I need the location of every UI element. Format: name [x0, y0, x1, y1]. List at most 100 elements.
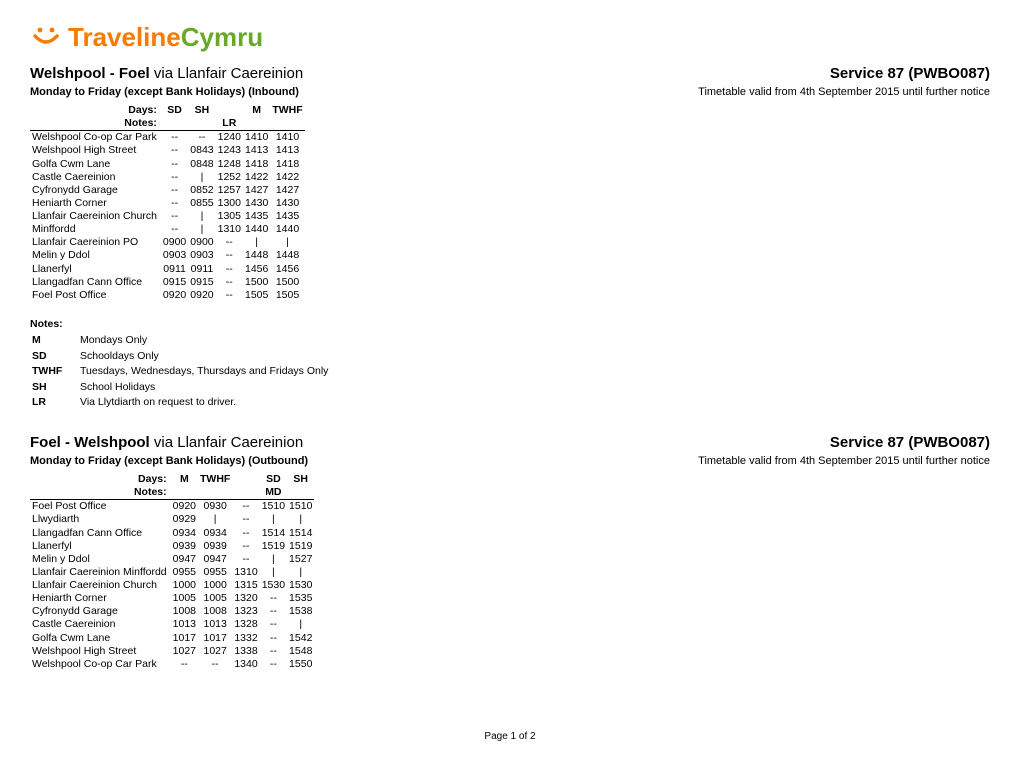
time-cell: 1519 — [287, 540, 314, 553]
stop-name: Foel Post Office — [30, 289, 161, 302]
stop-name: Llangadfan Cann Office — [30, 276, 161, 289]
day-code — [232, 473, 259, 486]
time-cell: -- — [232, 553, 259, 566]
time-cell: 1427 — [270, 184, 304, 197]
time-cell: 1548 — [287, 645, 314, 658]
note-text: School Holidays — [80, 381, 334, 395]
table-row: Welshpool Co-op Car Park----124014101410 — [30, 131, 305, 145]
time-cell: 1440 — [243, 223, 270, 236]
time-cell: 1448 — [270, 249, 304, 262]
time-cell: 1017 — [171, 632, 198, 645]
page-footer: Page 1 of 2 — [30, 731, 990, 742]
notes-row-item: SHSchool Holidays — [32, 381, 334, 395]
day-code: M — [171, 473, 198, 486]
time-cell: 1413 — [243, 144, 270, 157]
time-cell: 0915 — [161, 276, 188, 289]
stop-name: Foel Post Office — [30, 500, 171, 514]
time-cell: -- — [232, 513, 259, 526]
time-cell: 1328 — [232, 618, 259, 631]
time-cell: 1332 — [232, 632, 259, 645]
time-cell: 1448 — [243, 249, 270, 262]
time-cell: 1500 — [270, 276, 304, 289]
stop-name: Golfa Cwm Lane — [30, 632, 171, 645]
time-cell: -- — [232, 500, 259, 514]
time-cell: 0920 — [188, 289, 215, 302]
time-cell: 1008 — [198, 605, 232, 618]
time-cell: 1000 — [198, 579, 232, 592]
time-cell: -- — [216, 249, 243, 262]
notes-row: Notes:LR — [30, 117, 305, 131]
stop-name: Llangadfan Cann Office — [30, 527, 171, 540]
time-cell: 1435 — [243, 210, 270, 223]
time-cell: 1323 — [232, 605, 259, 618]
notes-row: Notes:MD — [30, 486, 314, 500]
table-row: Cyfronydd Garage100810081323--1538 — [30, 605, 314, 618]
table-row: Llanfair Caereinion Church--|13051435143… — [30, 210, 305, 223]
time-cell: -- — [260, 592, 287, 605]
time-cell: 1013 — [171, 618, 198, 631]
time-cell: 1422 — [270, 171, 304, 184]
table-row: Melin y Ddol09030903--14481448 — [30, 249, 305, 262]
time-cell: -- — [216, 236, 243, 249]
time-cell: 0848 — [188, 158, 215, 171]
note-text: Tuesdays, Wednesdays, Thursdays and Frid… — [80, 365, 334, 379]
notes-label: Notes: — [30, 486, 171, 500]
time-cell: 1427 — [243, 184, 270, 197]
time-cell: -- — [161, 171, 188, 184]
time-cell: 1500 — [243, 276, 270, 289]
time-cell: 1514 — [287, 527, 314, 540]
time-cell: 1315 — [232, 579, 259, 592]
stop-name: Melin y Ddol — [30, 553, 171, 566]
direction-label: Monday to Friday (except Bank Holidays) … — [30, 455, 308, 467]
note-code — [232, 486, 259, 500]
time-cell: 1413 — [270, 144, 304, 157]
time-cell: 1017 — [198, 632, 232, 645]
time-cell: 1430 — [270, 197, 304, 210]
timetable-section: Welshpool - Foel via Llanfair Caereinion… — [30, 65, 990, 412]
stop-name: Minffordd — [30, 223, 161, 236]
time-cell: 1510 — [260, 500, 287, 514]
stop-name: Castle Caereinion — [30, 171, 161, 184]
time-cell: 1430 — [243, 197, 270, 210]
time-cell: 1410 — [243, 131, 270, 145]
time-cell: -- — [188, 131, 215, 145]
validity-text: Timetable valid from 4th September 2015 … — [698, 455, 990, 467]
time-cell: -- — [161, 210, 188, 223]
note-code — [188, 117, 215, 131]
time-cell: -- — [198, 658, 232, 671]
time-cell: | — [260, 553, 287, 566]
time-cell: 1340 — [232, 658, 259, 671]
table-row: Llanerfyl09390939--15191519 — [30, 540, 314, 553]
time-cell: 1257 — [216, 184, 243, 197]
time-cell: | — [198, 513, 232, 526]
time-cell: 1510 — [287, 500, 314, 514]
note-code — [270, 117, 304, 131]
time-cell: 0955 — [171, 566, 198, 579]
time-cell: | — [260, 566, 287, 579]
time-cell: 0911 — [161, 263, 188, 276]
table-row: Llwydiarth0929|--|| — [30, 513, 314, 526]
time-cell: 0900 — [161, 236, 188, 249]
timetable: Days:SDSHMTWHFNotes:LRWelshpool Co-op Ca… — [30, 104, 305, 302]
time-cell: 1320 — [232, 592, 259, 605]
time-cell: 1514 — [260, 527, 287, 540]
time-cell: 1252 — [216, 171, 243, 184]
time-cell: 0855 — [188, 197, 215, 210]
time-cell: 1435 — [270, 210, 304, 223]
subheader-row: Monday to Friday (except Bank Holidays) … — [30, 455, 990, 467]
time-cell: -- — [260, 645, 287, 658]
time-cell: 0955 — [198, 566, 232, 579]
note-code-label: M — [32, 334, 78, 348]
stop-name: Llanfair Caereinion Church — [30, 210, 161, 223]
time-cell: 1240 — [216, 131, 243, 145]
table-row: Llanfair Caereinion Minffordd09550955131… — [30, 566, 314, 579]
route-main: Foel - Welshpool — [30, 434, 150, 451]
logo-part2: Cymru — [181, 22, 263, 52]
smile-icon — [30, 20, 62, 55]
notes-row-item: MMondays Only — [32, 334, 334, 348]
stop-name: Melin y Ddol — [30, 249, 161, 262]
time-cell: -- — [260, 605, 287, 618]
time-cell: 1538 — [287, 605, 314, 618]
time-cell: 1505 — [243, 289, 270, 302]
time-cell: | — [243, 236, 270, 249]
